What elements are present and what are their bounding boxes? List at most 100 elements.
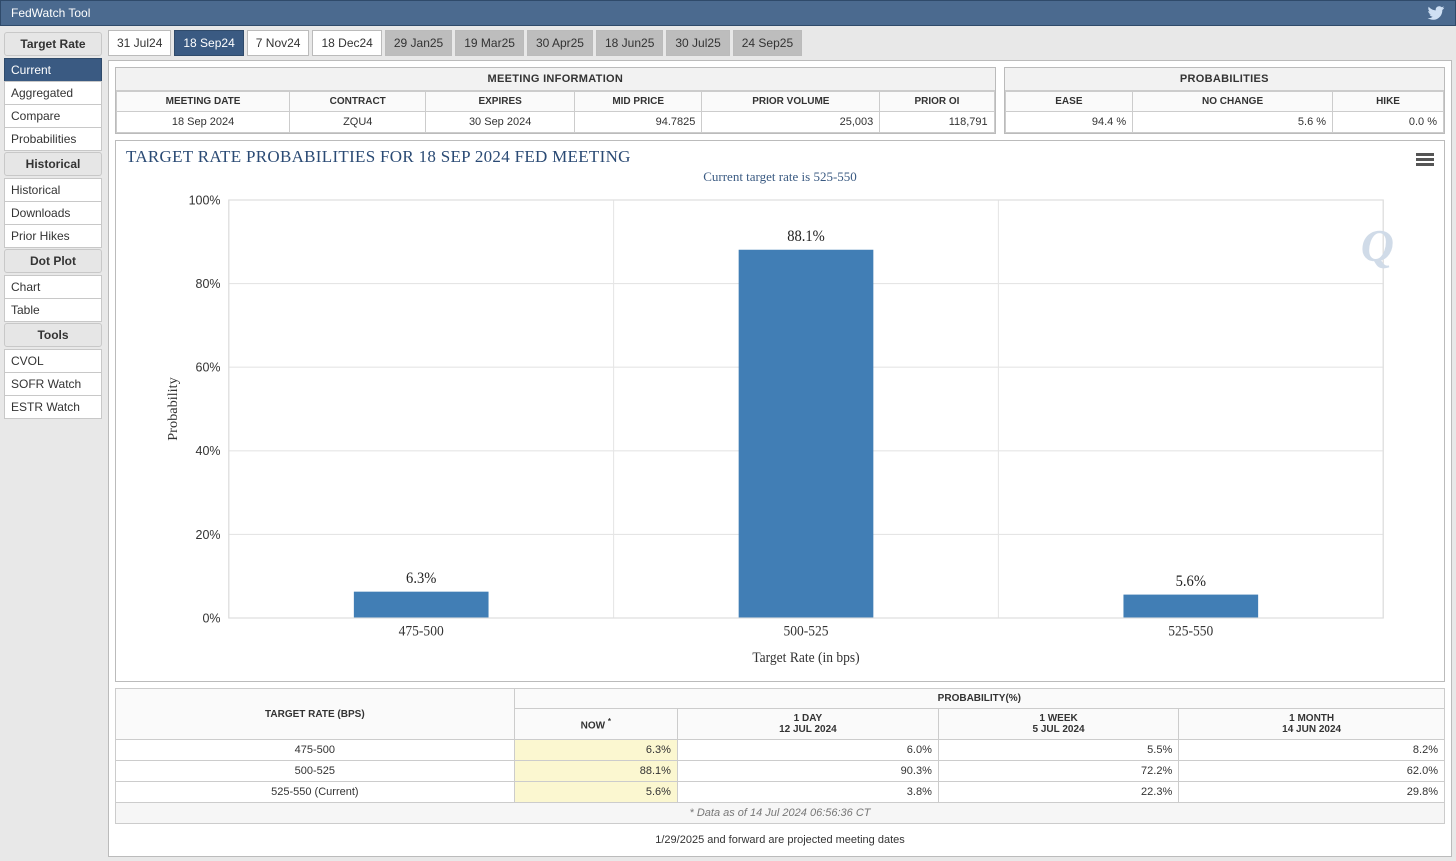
sidebar-item-current[interactable]: Current <box>4 58 102 82</box>
sidebar-item-compare[interactable]: Compare <box>4 104 102 128</box>
bar-label: 88.1% <box>787 229 825 245</box>
col-header: HIKE <box>1333 92 1444 112</box>
sidebar-item-table[interactable]: Table <box>4 298 102 322</box>
svg-text:0%: 0% <box>202 610 220 625</box>
cell-value: 29.8% <box>1179 782 1445 803</box>
cell-value: 5.6% <box>514 782 677 803</box>
col-group-probability: PROBABILITY(%) <box>514 689 1444 709</box>
sidebar: Target RateCurrentAggregatedCompareProba… <box>4 30 102 857</box>
svg-text:20%: 20% <box>196 526 221 541</box>
svg-text:60%: 60% <box>196 359 221 374</box>
sidebar-item-probabilities[interactable]: Probabilities <box>4 127 102 151</box>
prior-oi: 118,791 <box>880 112 994 133</box>
sidebar-item-estr-watch[interactable]: ESTR Watch <box>4 395 102 419</box>
probability-history-table: TARGET RATE (BPS) PROBABILITY(%) NOW *1 … <box>115 688 1445 803</box>
app-title: FedWatch Tool <box>11 6 90 20</box>
row-label: 500-525 <box>116 761 515 782</box>
chart-panel: TARGET RATE PROBABILITIES FOR 18 SEP 202… <box>115 140 1445 682</box>
cell-value: 5.5% <box>938 740 1178 761</box>
prior-volume: 25,003 <box>702 112 880 133</box>
cell-value: 8.2% <box>1179 740 1445 761</box>
col-header: NO CHANGE <box>1133 92 1333 112</box>
cell-value: 22.3% <box>938 782 1178 803</box>
mid-price: 94.7825 <box>574 112 701 133</box>
chart-menu-icon[interactable] <box>1416 151 1434 168</box>
sidebar-item-prior-hikes[interactable]: Prior Hikes <box>4 224 102 248</box>
col-target-rate: TARGET RATE (BPS) <box>116 689 515 740</box>
bar-label: 5.6% <box>1176 573 1206 589</box>
cell-value: 72.2% <box>938 761 1178 782</box>
meeting-info-title: MEETING INFORMATION <box>116 68 995 91</box>
sidebar-section-header: Historical <box>4 152 102 176</box>
twitter-icon[interactable] <box>1427 4 1445 22</box>
cell-value: 6.0% <box>677 740 938 761</box>
sidebar-item-sofr-watch[interactable]: SOFR Watch <box>4 372 102 396</box>
category-label: 500-525 <box>783 624 828 639</box>
col-header: 1 WEEK5 JUL 2024 <box>938 709 1178 740</box>
svg-text:40%: 40% <box>196 443 221 458</box>
contract: ZQU4 <box>290 112 426 133</box>
col-header: NOW * <box>514 709 677 740</box>
bar <box>1123 595 1258 618</box>
probabilities-panel: PROBABILITIES EASENO CHANGEHIKE 94.4 % 5… <box>1004 67 1445 134</box>
data-footnote: * Data as of 14 Jul 2024 06:56:36 CT <box>115 803 1445 824</box>
sidebar-section-header: Tools <box>4 323 102 347</box>
sidebar-item-historical[interactable]: Historical <box>4 178 102 202</box>
table-row: 500-52588.1%90.3%72.2%62.0% <box>116 761 1445 782</box>
probabilities-title: PROBABILITIES <box>1005 68 1444 91</box>
chart-subtitle: Current target rate is 525-550 <box>116 169 1444 185</box>
y-axis-label: Probability <box>166 377 181 441</box>
col-header: MID PRICE <box>574 92 701 112</box>
ease-val: 94.4 % <box>1005 112 1132 133</box>
svg-text:100%: 100% <box>189 192 221 207</box>
meeting-info-panel: MEETING INFORMATION MEETING DATECONTRACT… <box>115 67 996 134</box>
col-header: PRIOR VOLUME <box>702 92 880 112</box>
projected-note: 1/29/2025 and forward are projected meet… <box>115 830 1445 850</box>
bar <box>739 250 874 618</box>
x-axis-label: Target Rate (in bps) <box>752 651 860 666</box>
tab-30-apr25[interactable]: 30 Apr25 <box>527 30 593 56</box>
sidebar-item-chart[interactable]: Chart <box>4 275 102 299</box>
col-header: EXPIRES <box>426 92 575 112</box>
cell-value: 62.0% <box>1179 761 1445 782</box>
sidebar-section-header: Target Rate <box>4 32 102 56</box>
col-header: PRIOR OI <box>880 92 994 112</box>
tab-30-jul25[interactable]: 30 Jul25 <box>666 30 729 56</box>
bar-label: 6.3% <box>406 571 436 587</box>
tab-7-nov24[interactable]: 7 Nov24 <box>247 30 310 56</box>
cell-value: 90.3% <box>677 761 938 782</box>
col-header: 1 DAY12 JUL 2024 <box>677 709 938 740</box>
col-header: 1 MONTH14 JUN 2024 <box>1179 709 1445 740</box>
tab-31-jul24[interactable]: 31 Jul24 <box>108 30 171 56</box>
tab-18-dec24[interactable]: 18 Dec24 <box>312 30 381 56</box>
bar <box>354 592 489 618</box>
sidebar-item-downloads[interactable]: Downloads <box>4 201 102 225</box>
category-label: 475-500 <box>399 624 444 639</box>
probabilities-table: EASENO CHANGEHIKE 94.4 % 5.6 % 0.0 % <box>1005 91 1444 133</box>
meeting-date: 18 Sep 2024 <box>117 112 290 133</box>
cell-value: 88.1% <box>514 761 677 782</box>
col-header: CONTRACT <box>290 92 426 112</box>
nochange-val: 5.6 % <box>1133 112 1333 133</box>
titlebar: FedWatch Tool <box>0 0 1456 26</box>
tab-18-sep24[interactable]: 18 Sep24 <box>174 30 243 56</box>
tab-19-mar25[interactable]: 19 Mar25 <box>455 30 524 56</box>
tab-24-sep25[interactable]: 24 Sep25 <box>733 30 802 56</box>
chart-title: TARGET RATE PROBABILITIES FOR 18 SEP 202… <box>116 141 1444 169</box>
col-header: MEETING DATE <box>117 92 290 112</box>
row-label: 525-550 (Current) <box>116 782 515 803</box>
category-label: 525-550 <box>1168 624 1213 639</box>
probability-history-panel: TARGET RATE (BPS) PROBABILITY(%) NOW *1 … <box>115 688 1445 824</box>
tab-29-jan25[interactable]: 29 Jan25 <box>385 30 452 56</box>
row-label: 475-500 <box>116 740 515 761</box>
expires: 30 Sep 2024 <box>426 112 575 133</box>
sidebar-item-aggregated[interactable]: Aggregated <box>4 81 102 105</box>
tab-18-jun25[interactable]: 18 Jun25 <box>596 30 663 56</box>
table-row: 525-550 (Current)5.6%3.8%22.3%29.8% <box>116 782 1445 803</box>
cell-value: 3.8% <box>677 782 938 803</box>
date-tabs: 31 Jul2418 Sep247 Nov2418 Dec2429 Jan251… <box>108 30 1452 56</box>
meeting-info-table: MEETING DATECONTRACTEXPIRESMID PRICEPRIO… <box>116 91 995 133</box>
sidebar-section-header: Dot Plot <box>4 249 102 273</box>
sidebar-item-cvol[interactable]: CVOL <box>4 349 102 373</box>
hike-val: 0.0 % <box>1333 112 1444 133</box>
